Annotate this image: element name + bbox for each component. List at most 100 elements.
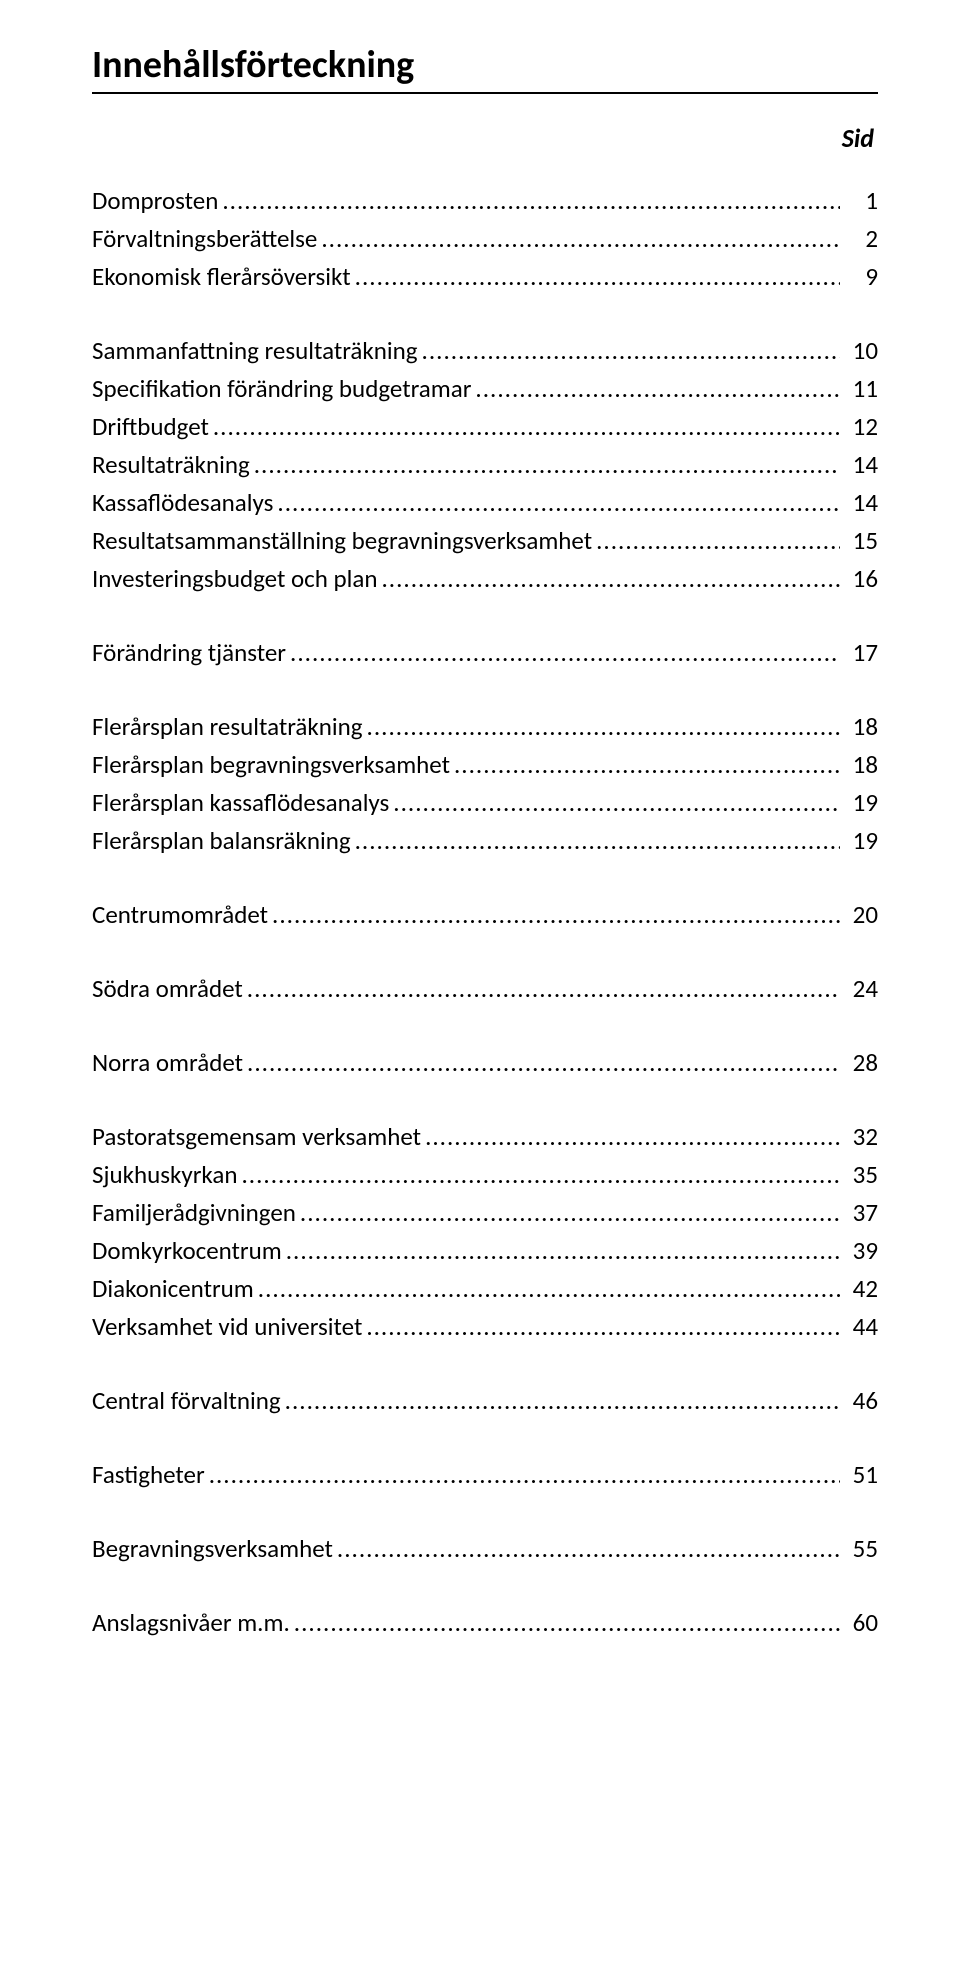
toc-label: Central förvaltning bbox=[92, 1382, 281, 1420]
toc-leader-dots bbox=[450, 746, 840, 784]
toc-label: Diakonicentrum bbox=[92, 1270, 254, 1308]
toc-label: Verksamhet vid universitet bbox=[92, 1308, 362, 1346]
group-spacer bbox=[92, 1346, 878, 1382]
toc-leader-dots bbox=[205, 1456, 840, 1494]
toc-row: Flerårsplan begravningsverksamhet18 bbox=[92, 746, 878, 784]
toc-label: Resultaträkning bbox=[92, 446, 250, 484]
toc-label: Domkyrkocentrum bbox=[92, 1232, 282, 1270]
toc-label: Flerårsplan resultaträkning bbox=[92, 708, 363, 746]
toc-leader-dots bbox=[273, 484, 840, 522]
toc-leader-dots bbox=[268, 896, 840, 934]
toc-label: Södra området bbox=[92, 970, 243, 1008]
toc-row: Flerårsplan kassaflödesanalys 19 bbox=[92, 784, 878, 822]
toc-row: Flerårsplan balansräkning 19 bbox=[92, 822, 878, 860]
toc-row: Driftbudget12 bbox=[92, 408, 878, 446]
toc-page-number: 15 bbox=[840, 522, 878, 560]
toc-leader-dots bbox=[237, 1156, 840, 1194]
toc-label: Sammanfattning resultaträkning bbox=[92, 332, 418, 370]
toc-row: Sjukhuskyrkan 35 bbox=[92, 1156, 878, 1194]
toc-row: Familjerådgivningen37 bbox=[92, 1194, 878, 1232]
toc-page-number: 28 bbox=[840, 1044, 878, 1082]
toc-page-number: 19 bbox=[840, 784, 878, 822]
toc-leader-dots bbox=[281, 1382, 840, 1420]
toc-page-number: 17 bbox=[840, 634, 878, 672]
toc-row: Domkyrkocentrum39 bbox=[92, 1232, 878, 1270]
toc-row: Domprosten1 bbox=[92, 182, 878, 220]
toc-page-number: 11 bbox=[840, 370, 878, 408]
toc-page-number: 32 bbox=[840, 1118, 878, 1156]
page-title: Innehållsförteckning bbox=[92, 42, 878, 94]
toc-label: Flerårsplan kassaflödesanalys bbox=[92, 784, 389, 822]
toc-page-number: 19 bbox=[840, 822, 878, 860]
group-spacer bbox=[92, 934, 878, 970]
toc-row: Begravningsverksamhet55 bbox=[92, 1530, 878, 1568]
toc-leader-dots bbox=[363, 708, 840, 746]
toc-page-number: 1 bbox=[840, 182, 878, 220]
toc-label: Förändring tjänster bbox=[92, 634, 286, 672]
toc-label: Pastoratsgemensam verksamhet bbox=[92, 1118, 421, 1156]
toc-leader-dots bbox=[421, 1118, 840, 1156]
toc-row: Flerårsplan resultaträkning 18 bbox=[92, 708, 878, 746]
toc-leader-dots bbox=[351, 258, 840, 296]
toc-leader-dots bbox=[209, 408, 840, 446]
toc-label: Specifikation förändring budgetramar bbox=[92, 370, 471, 408]
toc-row: Specifikation förändring budgetramar 11 bbox=[92, 370, 878, 408]
toc-leader-dots bbox=[418, 332, 840, 370]
toc-label: Familjerådgivningen bbox=[92, 1194, 296, 1232]
toc-label: Kassaflödesanalys bbox=[92, 484, 273, 522]
toc-page-number: 2 bbox=[840, 220, 878, 258]
group-spacer bbox=[92, 1494, 878, 1530]
group-spacer bbox=[92, 1082, 878, 1118]
toc-label: Begravningsverksamhet bbox=[92, 1530, 333, 1568]
group-spacer bbox=[92, 1420, 878, 1456]
toc-row: Fastigheter51 bbox=[92, 1456, 878, 1494]
toc-leader-dots bbox=[243, 1044, 840, 1082]
toc-leader-dots bbox=[362, 1308, 840, 1346]
toc-label: Centrumområdet bbox=[92, 896, 268, 934]
toc-row: Pastoratsgemensam verksamhet 32 bbox=[92, 1118, 878, 1156]
toc-page-number: 35 bbox=[840, 1156, 878, 1194]
toc-row: Investeringsbudget och plan 16 bbox=[92, 560, 878, 598]
toc-label: Sjukhuskyrkan bbox=[92, 1156, 237, 1194]
toc-leader-dots bbox=[317, 220, 840, 258]
toc-row: Södra området 24 bbox=[92, 970, 878, 1008]
page-column-header: Sid bbox=[92, 122, 878, 154]
toc-label: Flerårsplan balansräkning bbox=[92, 822, 351, 860]
toc-leader-dots bbox=[351, 822, 840, 860]
toc-row: Resultaträkning 14 bbox=[92, 446, 878, 484]
toc-row: Anslagsnivåer m.m.60 bbox=[92, 1604, 878, 1642]
table-of-contents: Domprosten1Förvaltningsberättelse2Ekonom… bbox=[92, 182, 878, 1642]
toc-leader-dots bbox=[389, 784, 840, 822]
toc-row: Diakonicentrum42 bbox=[92, 1270, 878, 1308]
group-spacer bbox=[92, 672, 878, 708]
toc-row: Förvaltningsberättelse2 bbox=[92, 220, 878, 258]
toc-label: Ekonomisk flerårsöversikt bbox=[92, 258, 351, 296]
toc-leader-dots bbox=[296, 1194, 840, 1232]
toc-page-number: 16 bbox=[840, 560, 878, 598]
toc-page-number: 51 bbox=[840, 1456, 878, 1494]
toc-row: Resultatsammanställning begravningsverks… bbox=[92, 522, 878, 560]
toc-label: Norra området bbox=[92, 1044, 243, 1082]
group-spacer bbox=[92, 598, 878, 634]
toc-page-number: 9 bbox=[840, 258, 878, 296]
toc-page-number: 46 bbox=[840, 1382, 878, 1420]
toc-label: Investeringsbudget och plan bbox=[92, 560, 378, 598]
toc-row: Sammanfattning resultaträkning10 bbox=[92, 332, 878, 370]
toc-leader-dots bbox=[282, 1232, 840, 1270]
toc-page-number: 14 bbox=[840, 484, 878, 522]
toc-page-number: 14 bbox=[840, 446, 878, 484]
toc-row: Verksamhet vid universitet 44 bbox=[92, 1308, 878, 1346]
toc-page-number: 18 bbox=[840, 708, 878, 746]
toc-leader-dots bbox=[243, 970, 840, 1008]
group-spacer bbox=[92, 296, 878, 332]
toc-page-number: 18 bbox=[840, 746, 878, 784]
toc-page-number: 60 bbox=[840, 1604, 878, 1642]
toc-page-number: 44 bbox=[840, 1308, 878, 1346]
toc-row: Förändring tjänster 17 bbox=[92, 634, 878, 672]
toc-row: Centrumområdet20 bbox=[92, 896, 878, 934]
toc-leader-dots bbox=[250, 446, 840, 484]
toc-page-number: 24 bbox=[840, 970, 878, 1008]
toc-leader-dots bbox=[290, 1604, 840, 1642]
toc-leader-dots bbox=[218, 182, 840, 220]
toc-page-number: 12 bbox=[840, 408, 878, 446]
